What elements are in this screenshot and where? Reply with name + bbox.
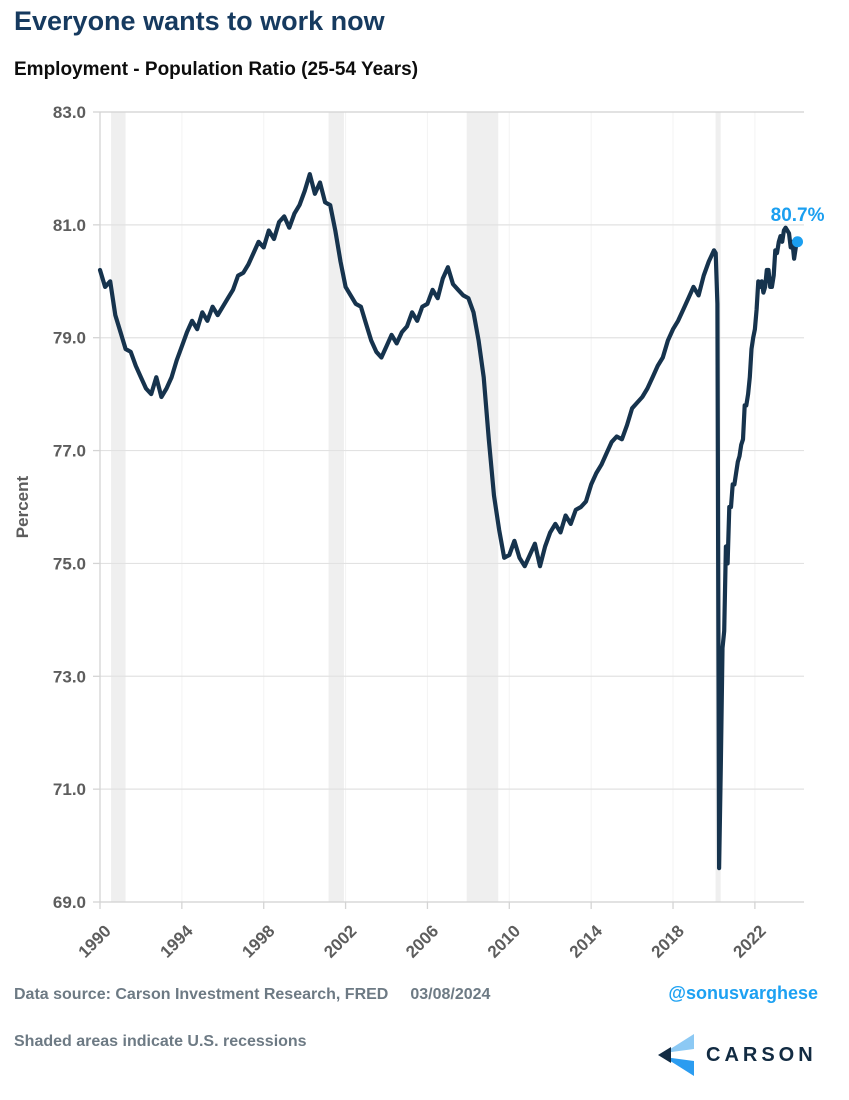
employment-population-ratio-chart: 69.0 71.0 73.0 75.0 77.0 79.0 81.0 83.0 1990 1994… — [13, 103, 825, 962]
recession-band — [466, 112, 499, 902]
last-value-annotation: 80.7% — [771, 205, 825, 226]
x-tick-label-1990: 1990 — [75, 921, 115, 961]
data-source-text: Data source: Carson Investment Research,… — [14, 986, 389, 1003]
x-tick-label-2006: 2006 — [402, 921, 442, 961]
recession-note: Shaded areas indicate U.S. recessions — [14, 1033, 307, 1050]
carson-logo-icon — [658, 1034, 694, 1076]
x-tick-label-2022: 2022 — [730, 921, 770, 961]
y-tick-label-75: 75.0 — [53, 554, 86, 573]
data-line-series — [97, 172, 800, 871]
x-tick-label-1994: 1994 — [157, 921, 198, 962]
page-title: Everyone wants to work now — [14, 6, 385, 36]
x-tick-label-1998: 1998 — [238, 921, 278, 961]
x-tick-label-2018: 2018 — [648, 921, 688, 961]
y-tick-label-77: 77.0 — [53, 442, 86, 461]
logo-top-triangle — [664, 1034, 694, 1053]
logo-bottom-triangle — [664, 1057, 694, 1076]
recession-band — [111, 112, 126, 902]
x-tick-label-2014: 2014 — [566, 921, 607, 962]
logo-navy-triangle — [658, 1047, 671, 1063]
footer-source-line: Data source: Carson Investment Research,… — [14, 986, 490, 1004]
chart-subtitle: Employment - Population Ratio (25-54 Yea… — [14, 59, 419, 80]
y-tick-label-73: 73.0 — [53, 667, 86, 686]
y-tick-label-71: 71.0 — [53, 780, 86, 799]
y-tick-label-81: 81.0 — [53, 216, 86, 235]
chart-date: 03/08/2024 — [410, 986, 491, 1003]
y-tick-label-83: 83.0 — [53, 103, 86, 122]
carson-wordmark: CARSON — [706, 1043, 817, 1066]
x-tick-label-2010: 2010 — [484, 921, 524, 961]
y-axis-title: Percent — [13, 475, 32, 538]
x-tick-label-2002: 2002 — [320, 921, 360, 961]
recession-band — [328, 112, 344, 902]
last-point-marker — [792, 236, 804, 248]
carson-logo: CARSON — [658, 1034, 817, 1076]
social-handle: @sonusvarghese — [668, 983, 818, 1003]
y-tick-label-79: 79.0 — [53, 329, 86, 348]
y-tick-label-69: 69.0 — [53, 893, 86, 912]
